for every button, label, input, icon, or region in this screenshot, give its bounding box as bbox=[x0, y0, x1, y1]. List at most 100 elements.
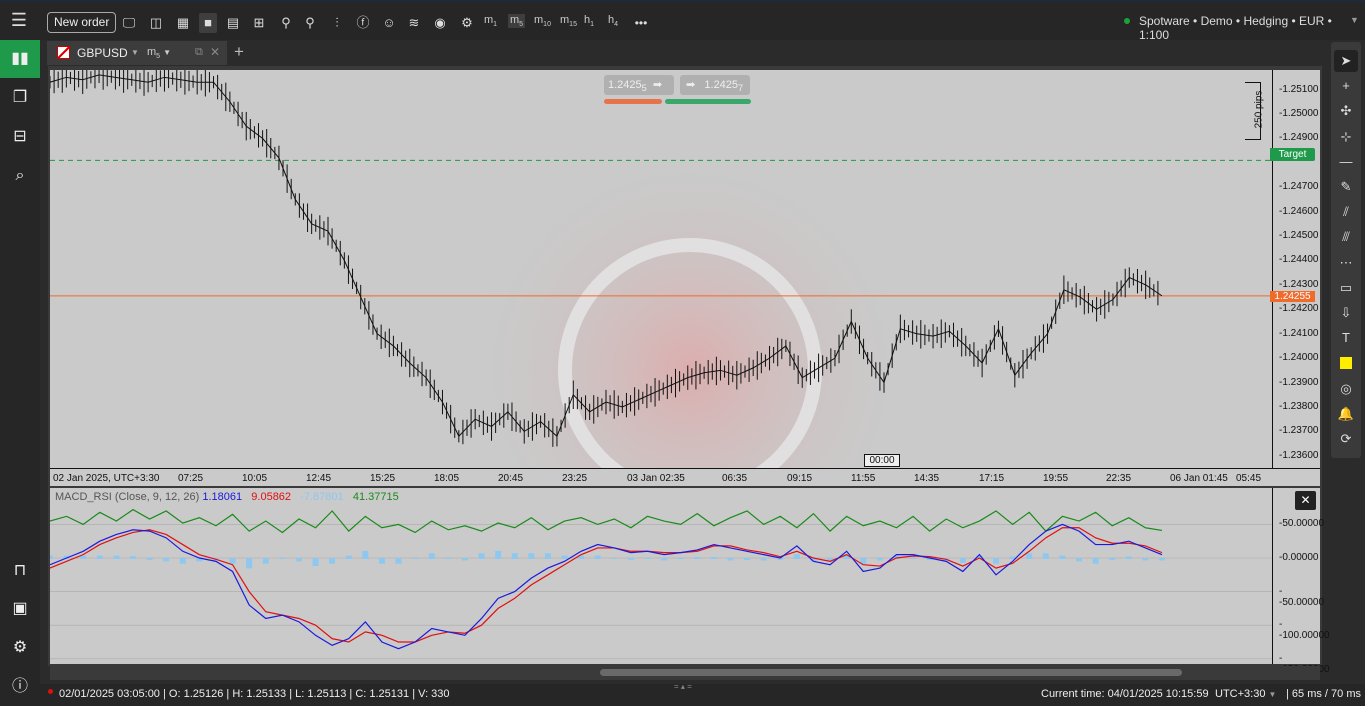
current-price-label: 1.24255 bbox=[1270, 291, 1315, 302]
horizontal-line-icon[interactable]: — bbox=[1339, 153, 1353, 169]
candlestick-icon[interactable]: ⫶ bbox=[335, 15, 339, 30]
color-swatch-icon[interactable] bbox=[1334, 352, 1358, 374]
timeframe-m15[interactable]: m15 bbox=[560, 14, 577, 28]
timeframe-m5[interactable]: m5 bbox=[508, 14, 526, 29]
time-axis[interactable]: 02 Jan 2025, UTC+3:30 07:25 10:05 12:45 15:2… bbox=[50, 468, 1320, 486]
grid-4-icon[interactable]: ▦ bbox=[176, 15, 190, 30]
settings-icon[interactable]: ⚙ bbox=[12, 639, 28, 656]
market-icon[interactable]: ⊓ bbox=[13, 562, 27, 579]
split-chart-icon[interactable]: ▤ bbox=[226, 15, 240, 30]
time-tick-label: 11:55 bbox=[851, 473, 876, 484]
chart-settings-icon[interactable]: ⚙ bbox=[461, 15, 473, 30]
add-chart-icon[interactable]: ⊞ bbox=[253, 15, 265, 30]
close-tab-icon[interactable]: ✕ bbox=[210, 45, 221, 59]
histogram-bar bbox=[196, 558, 203, 562]
help-icon[interactable]: ⓘ bbox=[11, 678, 28, 695]
time-tick-label: 15:25 bbox=[370, 473, 396, 484]
histogram-bar bbox=[1109, 558, 1116, 560]
add-tab-button[interactable]: + bbox=[234, 42, 244, 61]
histogram-bar bbox=[279, 558, 286, 559]
crosshair-icon[interactable]: + bbox=[1342, 78, 1350, 94]
pencil-icon[interactable]: ✎ bbox=[1340, 179, 1352, 194]
symbol-dropdown-icon[interactable]: ▼ bbox=[131, 48, 139, 57]
timeframe-number: 4 bbox=[614, 21, 619, 29]
account-info[interactable]: Spotware • Demo • Hedging • EUR • 1:100 bbox=[1139, 14, 1332, 42]
histogram-bar bbox=[727, 558, 734, 561]
more-icon[interactable]: ••• bbox=[634, 16, 648, 30]
histogram-bar bbox=[445, 558, 452, 559]
close-indicator-button[interactable]: ✕ bbox=[1295, 491, 1316, 510]
camera-icon[interactable]: ◎ bbox=[1340, 380, 1352, 396]
timezone-select[interactable]: UTC+3:30 ▼ bbox=[1215, 688, 1276, 700]
replay-icon[interactable]: ⟳ bbox=[1340, 431, 1352, 446]
sell-button[interactable]: 1.24255 ➡ bbox=[604, 75, 674, 95]
crosshair-box-icon[interactable]: ⊹ bbox=[1340, 128, 1352, 144]
analyze-icon[interactable]: ⌕ bbox=[15, 167, 25, 184]
price-tick-label: -1.24400 bbox=[1279, 254, 1319, 266]
facebook-icon[interactable]: ⓕ bbox=[356, 15, 370, 30]
bar-open: O: 1.25126 bbox=[168, 688, 224, 700]
scrollbar-thumb[interactable] bbox=[600, 669, 1182, 676]
price-axis[interactable]: -1.25100 -1.25000 -1.24900 -1.24700 -1.24600… bbox=[1272, 70, 1320, 468]
indicator-panel[interactable]: MACD_RSI (Close, 9, 12, 26) 1.18061 9.05… bbox=[50, 488, 1272, 664]
histogram-bar bbox=[146, 558, 153, 560]
hamburger-icon[interactable]: ☰ bbox=[10, 10, 28, 30]
time-tick-label: 05:45 bbox=[1236, 473, 1262, 484]
timeframe-select[interactable]: m5 ▼ bbox=[147, 46, 171, 60]
text-icon[interactable]: T bbox=[1342, 330, 1350, 346]
swatch bbox=[1340, 357, 1352, 370]
chart-tab-gbpusd[interactable]: GBPUSD ▼ m5 ▼ ⧉ ✕ bbox=[47, 41, 227, 65]
buy-button[interactable]: ➡ 1.24257 bbox=[680, 75, 750, 95]
rectangle-icon[interactable]: ▭ bbox=[1339, 279, 1353, 295]
layout-icon[interactable]: ◫ bbox=[149, 15, 163, 30]
signal-line bbox=[50, 527, 1163, 643]
left-sidebar: ▮▮ ❐ ⊟ ⌕ ⊓ ▣ ⚙ ⓘ bbox=[0, 40, 40, 706]
indicator-tick-label: -0.00000 bbox=[1279, 552, 1319, 563]
wallet-icon[interactable]: ▣ bbox=[12, 600, 28, 617]
grid-icon[interactable]: ⋯ bbox=[1339, 254, 1353, 270]
single-chart-icon[interactable]: ■ bbox=[199, 13, 217, 33]
price-tick-label: -1.23900 bbox=[1279, 376, 1319, 388]
arrow-down-icon[interactable]: ⇩ bbox=[1340, 305, 1352, 320]
account-dropdown-icon[interactable]: ▼ bbox=[1350, 15, 1359, 25]
chart-monitor-icon[interactable]: 🖵 bbox=[122, 15, 136, 30]
timeframe-m10[interactable]: m10 bbox=[534, 14, 551, 28]
robot-icon[interactable]: ☺ bbox=[382, 15, 396, 30]
timeframe-h1[interactable]: h1 bbox=[584, 14, 594, 28]
detach-icon[interactable]: ⧉ bbox=[195, 46, 203, 58]
layers-icon[interactable]: ≋ bbox=[408, 15, 420, 30]
histogram-bar bbox=[1026, 553, 1033, 559]
target-label[interactable]: Target bbox=[1270, 148, 1315, 161]
buy-price-sub: 7 bbox=[738, 83, 744, 94]
cursor-icon[interactable]: ➤ bbox=[1334, 50, 1358, 72]
timeframe-number: 15 bbox=[569, 21, 577, 29]
timeframe-h4[interactable]: h4 bbox=[608, 14, 618, 28]
time-tick-label: 23:25 bbox=[562, 473, 588, 484]
histogram-bar bbox=[312, 558, 319, 567]
bell-icon[interactable]: 🔔 bbox=[1337, 405, 1355, 421]
price-chart[interactable]: 1.24255 ➡ ➡ 1.24257 250 pips bbox=[50, 70, 1272, 468]
trade-icon[interactable]: ▮▮ bbox=[0, 40, 40, 78]
symbol-name[interactable]: GBPUSD bbox=[77, 46, 128, 60]
rsi-line bbox=[50, 508, 1163, 534]
histogram-bar bbox=[478, 553, 485, 559]
panel-resize-handle[interactable]: = ▴ = bbox=[674, 682, 692, 691]
zoom-in-icon[interactable]: ⚲ bbox=[305, 15, 315, 30]
timeframe-m1[interactable]: m1 bbox=[484, 14, 497, 28]
histogram-bar bbox=[710, 557, 717, 559]
new-order-button[interactable]: New order bbox=[47, 12, 117, 33]
timeframe-dropdown-icon: ▼ bbox=[163, 48, 172, 57]
time-tick-label: 07:25 bbox=[178, 473, 204, 484]
horizontal-scrollbar[interactable] bbox=[50, 666, 1320, 680]
copy-icon[interactable]: ❐ bbox=[12, 89, 28, 106]
automate-icon[interactable]: ⊟ bbox=[13, 128, 27, 145]
fibonacci-icon[interactable]: ⫽ bbox=[1343, 204, 1349, 220]
crosshair-move-icon[interactable]: ✣ bbox=[1340, 103, 1352, 119]
timezone-label: UTC+3:30 bbox=[1215, 688, 1266, 700]
channel-icon[interactable]: ⫻ bbox=[1342, 229, 1350, 245]
pips-ruler bbox=[1245, 82, 1261, 140]
zoom-out-icon[interactable]: ⚲ bbox=[281, 15, 291, 30]
bar-high: H: 1.25133 bbox=[232, 688, 287, 700]
eye-icon[interactable]: ◉ bbox=[434, 15, 446, 30]
indicator-svg bbox=[50, 508, 1272, 660]
